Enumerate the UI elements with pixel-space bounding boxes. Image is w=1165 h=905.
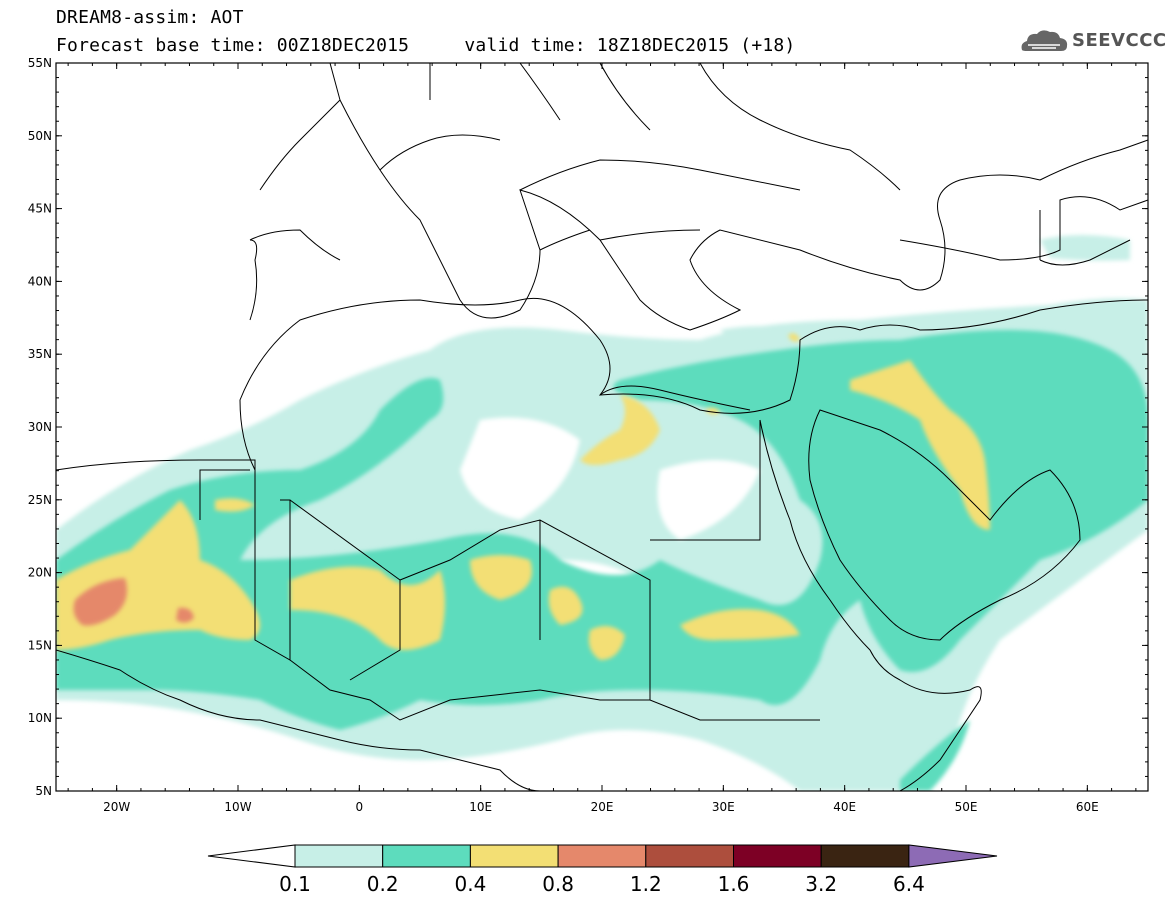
map-title: DREAM8-assim: AOT (56, 7, 244, 28)
colorbar-label: 1.6 (717, 872, 750, 896)
colorbar-label: 3.2 (805, 872, 838, 896)
colorbar-swatch (557, 844, 647, 868)
coastlines (56, 63, 1148, 791)
lon-tick-label: 20W (103, 800, 130, 814)
lon-tick-label: 10E (469, 800, 492, 814)
lon-tick-label: 10W (224, 800, 251, 814)
lat-tick-label: 5N (35, 784, 52, 798)
lon-tick-label: 60E (1076, 800, 1099, 814)
aot-field (56, 235, 1148, 791)
colorbar-label: 0.4 (454, 872, 487, 896)
colorbar-swatch (294, 844, 384, 868)
colorbar-label: 6.4 (892, 872, 925, 896)
lat-tick-label: 20N (28, 566, 52, 580)
aot-band-0.8 (73, 578, 194, 626)
lat-tick-label: 10N (28, 711, 52, 725)
lat-tick-label: 25N (28, 493, 52, 507)
forecast-times: Forecast base time: 00Z18DEC2015 valid t… (56, 35, 796, 56)
lon-tick-label: 50E (955, 800, 978, 814)
axis-tick-labels: 20W 10W 0 10E 20E 30E 40E 50E 60E 55N 50N 45N 40N 35N… (28, 56, 1099, 814)
axis-ticks (56, 62, 1148, 792)
colorbar-label: 1.2 (629, 872, 662, 896)
lat-tick-label: 50N (28, 129, 52, 143)
lat-tick-label: 55N (28, 56, 52, 70)
colorbar-low-extension (207, 844, 296, 868)
seevccc-logo: SEEVCCC (1072, 30, 1165, 51)
colorbar-swatch (820, 844, 910, 868)
lat-tick-label: 45N (28, 202, 52, 216)
cloud-icon (1021, 30, 1068, 51)
colorbar-label: 0.2 (366, 872, 399, 896)
lon-tick-label: 40E (833, 800, 856, 814)
colorbar-swatch (645, 844, 734, 868)
aot-band-0.2 (56, 330, 1148, 791)
lat-tick-label: 35N (28, 347, 52, 361)
lon-tick-label: 0 (356, 800, 364, 814)
colorbar (207, 844, 998, 868)
lat-tick-label: 15N (28, 638, 52, 652)
colorbar-high-extension (908, 844, 998, 868)
colorbar-label: 0.8 (542, 872, 574, 896)
colorbar-label: 0.1 (279, 872, 311, 896)
colorbar-swatch (469, 844, 559, 868)
lon-tick-label: 30E (712, 800, 735, 814)
lat-tick-label: 30N (28, 420, 52, 434)
lon-tick-label: 20E (591, 800, 614, 814)
colorbar-swatch (733, 844, 822, 868)
colorbar-swatch (382, 844, 471, 868)
lat-tick-label: 40N (28, 274, 52, 288)
